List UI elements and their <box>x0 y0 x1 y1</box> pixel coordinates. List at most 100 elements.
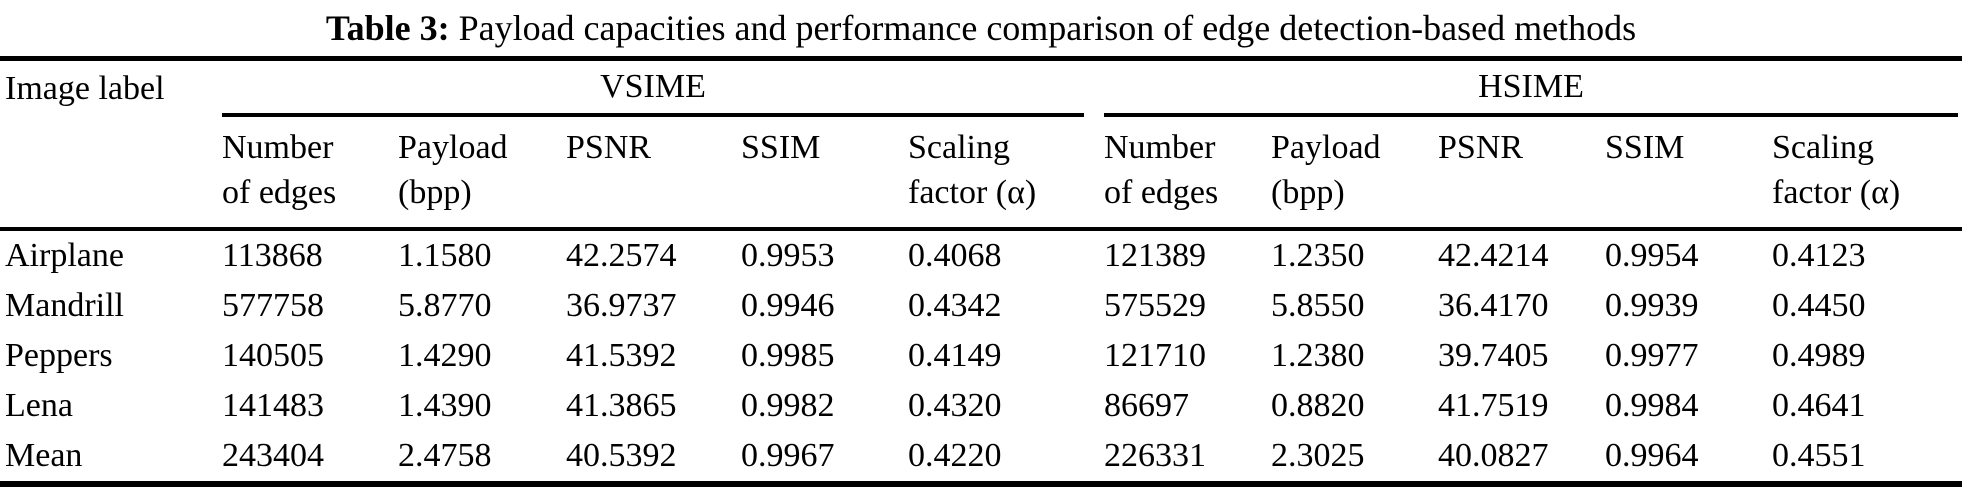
table-cell: 141483 <box>222 387 324 424</box>
column-header-line1: PSNR <box>566 129 652 166</box>
column-header-hsime-payload: Payload (bpp) <box>1271 117 1438 227</box>
column-header-line2: of edges <box>1104 174 1219 211</box>
table-cell: 39.7405 <box>1438 337 1549 374</box>
table-cell: 0.9939 <box>1605 287 1699 324</box>
column-header-line1: SSIM <box>741 129 821 166</box>
table-cell: 40.5392 <box>566 437 677 474</box>
table-cell: 0.9964 <box>1605 437 1699 474</box>
table-cell: 0.9984 <box>1605 387 1699 424</box>
column-header-line1: Number <box>222 129 334 166</box>
column-header-line2: factor (α) <box>908 174 1037 211</box>
table-cell: 0.9953 <box>741 237 835 274</box>
column-header-line2: factor (α) <box>1772 174 1901 211</box>
column-header-vsime-payload: Payload (bpp) <box>398 117 566 227</box>
column-gap <box>1084 231 1104 281</box>
table-row: Mandrill 577758 5.8770 36.9737 0.9946 0.… <box>0 281 1962 331</box>
table-cell: 0.4641 <box>1772 387 1866 424</box>
table-cell: 2.3025 <box>1271 437 1365 474</box>
table-cell: 0.9967 <box>741 437 835 474</box>
column-gap <box>1084 117 1104 227</box>
column-header-line1: Scaling <box>1772 129 1874 166</box>
table-caption-label: Table 3: <box>325 8 450 48</box>
column-header-line1: Payload <box>398 129 508 166</box>
table-cell: 1.2380 <box>1271 337 1365 374</box>
table-cell: 42.4214 <box>1438 237 1549 274</box>
table-cell: 121710 <box>1104 337 1206 374</box>
group-header-vsime: VSIME <box>222 61 1084 117</box>
table-cell: 0.9946 <box>741 287 835 324</box>
column-header-row: Number of edges Payload (bpp) PSNR SSIM … <box>0 117 1962 231</box>
table-cell: 0.9985 <box>741 337 835 374</box>
column-header-line1: PSNR <box>1438 129 1524 166</box>
table-cell: 113868 <box>222 237 323 274</box>
table-cell: 1.4390 <box>398 387 492 424</box>
column-gap <box>1084 381 1104 431</box>
row-label: Mandrill <box>5 287 124 324</box>
column-header-line1: Scaling <box>908 129 1010 166</box>
table-cell: 0.9977 <box>1605 337 1699 374</box>
table-cell: 121389 <box>1104 237 1206 274</box>
table-cell: 0.4342 <box>908 287 1002 324</box>
table-cell: 0.8820 <box>1271 387 1365 424</box>
table-cell: 41.5392 <box>566 337 677 374</box>
table-cell: 0.4551 <box>1772 437 1866 474</box>
table-row: Lena 141483 1.4390 41.3865 0.9982 0.4320… <box>0 381 1962 431</box>
table-cell: 40.0827 <box>1438 437 1549 474</box>
column-header-vsime-edges: Number of edges <box>222 117 398 227</box>
table-cell: 1.1580 <box>398 237 492 274</box>
table-cell: 41.7519 <box>1438 387 1549 424</box>
column-header-line1: Payload <box>1271 129 1381 166</box>
table-cell: 0.4320 <box>908 387 1002 424</box>
column-header-hsime-edges: Number of edges <box>1104 117 1271 227</box>
column-header-vsime-scaling-factor: Scaling factor (α) <box>908 117 1084 227</box>
table-cell: 2.4758 <box>398 437 492 474</box>
row-label: Mean <box>5 437 83 474</box>
table-cell: 226331 <box>1104 437 1206 474</box>
table-cell: 36.9737 <box>566 287 677 324</box>
column-header-vsime-ssim: SSIM <box>741 117 908 227</box>
table-caption-text: Payload capacities and performance compa… <box>449 8 1637 48</box>
table-cell: 5.8770 <box>398 287 492 324</box>
table-cell: 0.4123 <box>1772 237 1866 274</box>
table-cell: 0.4149 <box>908 337 1002 374</box>
table-cell: 1.2350 <box>1271 237 1365 274</box>
table-cell: 0.9982 <box>741 387 835 424</box>
column-header-hsime-scaling-factor: Scaling factor (α) <box>1772 117 1958 227</box>
row-label: Airplane <box>5 237 124 274</box>
row-label: Lena <box>5 387 73 424</box>
table-cell: 0.4068 <box>908 237 1002 274</box>
column-gap <box>1084 331 1104 381</box>
table-cell: 0.4989 <box>1772 337 1866 374</box>
table-cell: 0.4220 <box>908 437 1002 474</box>
row-header-label: Image label <box>5 70 165 107</box>
table-cell: 243404 <box>222 437 324 474</box>
table-row: Peppers 140505 1.4290 41.5392 0.9985 0.4… <box>0 331 1962 381</box>
table-cell: 5.8550 <box>1271 287 1365 324</box>
row-label: Peppers <box>5 337 113 374</box>
column-gap <box>1084 281 1104 331</box>
column-header-line2: of edges <box>222 174 337 211</box>
table-row: Airplane 113868 1.1580 42.2574 0.9953 0.… <box>0 231 1962 281</box>
empty-corner-cell <box>0 117 222 227</box>
table-cell: 36.4170 <box>1438 287 1549 324</box>
table-cell: 86697 <box>1104 387 1189 424</box>
column-gap <box>1084 431 1104 481</box>
table-caption: Table 3: Payload capacities and performa… <box>0 0 1962 56</box>
column-header-line1: SSIM <box>1605 129 1685 166</box>
column-header-line2: (bpp) <box>1271 174 1345 211</box>
table-cell: 0.9954 <box>1605 237 1699 274</box>
table-cell: 575529 <box>1104 287 1206 324</box>
table-cell: 1.4290 <box>398 337 492 374</box>
group-header-row: Image label VSIME HSIME <box>0 56 1962 117</box>
table-cell: 42.2574 <box>566 237 677 274</box>
table-body: Airplane 113868 1.1580 42.2574 0.9953 0.… <box>0 231 1962 487</box>
column-header-line1: Number <box>1104 129 1216 166</box>
table-row: Mean 243404 2.4758 40.5392 0.9967 0.4220… <box>0 431 1962 481</box>
group-header-hsime: HSIME <box>1104 61 1958 117</box>
column-header-vsime-psnr: PSNR <box>566 117 741 227</box>
table-cell: 0.4450 <box>1772 287 1866 324</box>
table-cell: 140505 <box>222 337 324 374</box>
column-header-line2: (bpp) <box>398 174 472 211</box>
table-cell: 41.3865 <box>566 387 677 424</box>
